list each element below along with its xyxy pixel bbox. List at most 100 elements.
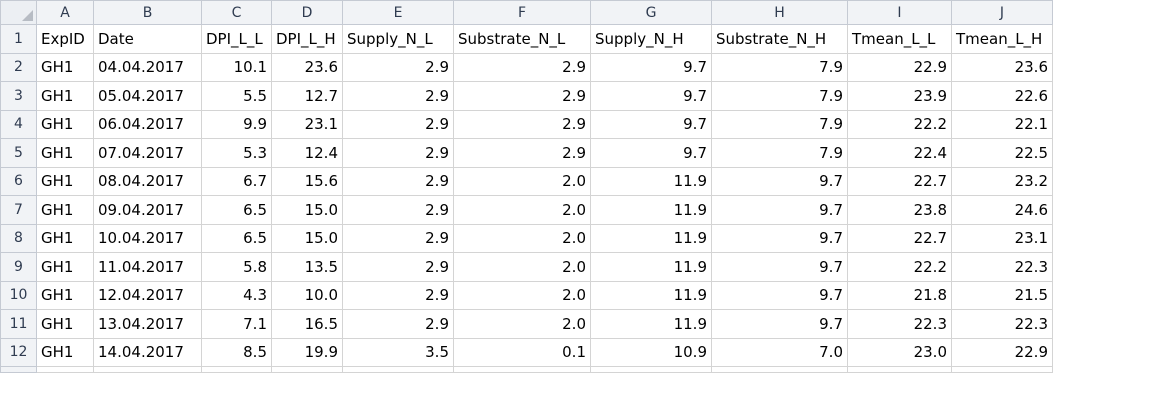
data-cell[interactable]: 9.7 bbox=[590, 52, 712, 82]
data-cell[interactable]: GH1 bbox=[36, 138, 94, 168]
data-cell[interactable]: 11.9 bbox=[590, 195, 712, 225]
data-cell[interactable]: GH1 bbox=[36, 337, 94, 367]
data-cell[interactable]: 9.7 bbox=[711, 280, 848, 310]
data-cell[interactable]: 2.9 bbox=[453, 109, 591, 139]
data-cell[interactable]: 22.7 bbox=[847, 223, 952, 253]
data-cell[interactable]: 05.04.2017 bbox=[93, 81, 202, 111]
header-cell[interactable]: DPI_L_L bbox=[201, 24, 272, 54]
data-cell[interactable]: 22.2 bbox=[847, 252, 952, 282]
data-cell[interactable]: 2.9 bbox=[453, 52, 591, 82]
header-cell[interactable]: Substrate_N_L bbox=[453, 24, 591, 54]
data-cell[interactable]: 22.4 bbox=[847, 138, 952, 168]
data-cell[interactable]: 9.7 bbox=[590, 109, 712, 139]
data-cell[interactable]: GH1 bbox=[36, 52, 94, 82]
data-cell[interactable]: 23.0 bbox=[847, 337, 952, 367]
data-cell[interactable]: 15.6 bbox=[271, 166, 343, 196]
data-cell[interactable]: 3.5 bbox=[342, 337, 454, 367]
header-cell[interactable]: Date bbox=[93, 24, 202, 54]
data-cell[interactable]: 11.9 bbox=[590, 223, 712, 253]
row-header[interactable]: 3 bbox=[0, 81, 37, 111]
data-cell[interactable]: 22.9 bbox=[847, 52, 952, 82]
data-cell[interactable]: 04.04.2017 bbox=[93, 52, 202, 82]
data-cell[interactable]: 10.1 bbox=[201, 52, 272, 82]
row-header[interactable]: 8 bbox=[0, 223, 37, 253]
data-cell[interactable]: 11.9 bbox=[590, 252, 712, 282]
data-cell[interactable]: 9.7 bbox=[590, 138, 712, 168]
data-cell[interactable]: 2.9 bbox=[342, 195, 454, 225]
data-cell[interactable]: GH1 bbox=[36, 166, 94, 196]
column-header[interactable]: B bbox=[93, 0, 202, 25]
data-cell[interactable]: 21.5 bbox=[951, 280, 1053, 310]
data-cell[interactable]: 7.9 bbox=[711, 81, 848, 111]
data-cell[interactable]: 23.9 bbox=[847, 81, 952, 111]
header-cell[interactable]: ExpID bbox=[36, 24, 94, 54]
data-cell[interactable]: 7.9 bbox=[711, 109, 848, 139]
data-cell[interactable]: 2.9 bbox=[342, 109, 454, 139]
data-cell[interactable]: 11.9 bbox=[590, 280, 712, 310]
data-cell[interactable]: 22.3 bbox=[951, 252, 1053, 282]
data-cell[interactable]: 5.5 bbox=[201, 81, 272, 111]
data-cell[interactable]: 2.9 bbox=[342, 52, 454, 82]
empty-cell[interactable] bbox=[951, 366, 1053, 373]
data-cell[interactable]: 2.9 bbox=[453, 138, 591, 168]
data-cell[interactable]: 13.04.2017 bbox=[93, 309, 202, 339]
data-cell[interactable]: 15.0 bbox=[271, 223, 343, 253]
row-header[interactable]: 2 bbox=[0, 52, 37, 82]
data-cell[interactable]: GH1 bbox=[36, 109, 94, 139]
data-cell[interactable]: 22.3 bbox=[951, 309, 1053, 339]
data-cell[interactable]: 2.9 bbox=[342, 223, 454, 253]
data-cell[interactable]: 24.6 bbox=[951, 195, 1053, 225]
data-cell[interactable]: 22.7 bbox=[847, 166, 952, 196]
data-cell[interactable]: GH1 bbox=[36, 223, 94, 253]
data-cell[interactable]: 06.04.2017 bbox=[93, 109, 202, 139]
data-cell[interactable]: 2.9 bbox=[342, 166, 454, 196]
data-cell[interactable]: 21.8 bbox=[847, 280, 952, 310]
data-cell[interactable]: 08.04.2017 bbox=[93, 166, 202, 196]
row-header[interactable]: 4 bbox=[0, 109, 37, 139]
data-cell[interactable]: GH1 bbox=[36, 309, 94, 339]
data-cell[interactable]: 7.9 bbox=[711, 138, 848, 168]
column-header[interactable]: D bbox=[271, 0, 343, 25]
data-cell[interactable]: 9.7 bbox=[711, 309, 848, 339]
data-cell[interactable]: 2.0 bbox=[453, 195, 591, 225]
data-cell[interactable]: 15.0 bbox=[271, 195, 343, 225]
data-cell[interactable]: 2.0 bbox=[453, 280, 591, 310]
header-cell[interactable]: Supply_N_H bbox=[590, 24, 712, 54]
row-header[interactable]: 10 bbox=[0, 280, 37, 310]
data-cell[interactable]: 14.04.2017 bbox=[93, 337, 202, 367]
select-all-corner[interactable] bbox=[0, 0, 37, 25]
empty-cell[interactable] bbox=[36, 366, 94, 373]
header-cell[interactable]: DPI_L_H bbox=[271, 24, 343, 54]
data-cell[interactable]: 23.6 bbox=[951, 52, 1053, 82]
column-header[interactable]: F bbox=[453, 0, 591, 25]
data-cell[interactable]: 12.7 bbox=[271, 81, 343, 111]
row-header[interactable]: 9 bbox=[0, 252, 37, 282]
data-cell[interactable]: 6.5 bbox=[201, 195, 272, 225]
data-cell[interactable]: 7.0 bbox=[711, 337, 848, 367]
header-cell[interactable]: Tmean_L_L bbox=[847, 24, 952, 54]
column-header[interactable]: H bbox=[711, 0, 848, 25]
data-cell[interactable]: 11.9 bbox=[590, 166, 712, 196]
column-header[interactable]: I bbox=[847, 0, 952, 25]
data-cell[interactable]: 0.1 bbox=[453, 337, 591, 367]
data-cell[interactable]: GH1 bbox=[36, 280, 94, 310]
data-cell[interactable]: 2.0 bbox=[453, 223, 591, 253]
data-cell[interactable]: 19.9 bbox=[271, 337, 343, 367]
data-cell[interactable]: 16.5 bbox=[271, 309, 343, 339]
row-header[interactable]: 1 bbox=[0, 24, 37, 54]
data-cell[interactable]: 12.04.2017 bbox=[93, 280, 202, 310]
data-cell[interactable]: 9.7 bbox=[711, 166, 848, 196]
data-cell[interactable]: 7.9 bbox=[711, 52, 848, 82]
empty-cell[interactable] bbox=[847, 366, 952, 373]
empty-cell[interactable] bbox=[93, 366, 202, 373]
data-cell[interactable]: GH1 bbox=[36, 195, 94, 225]
data-cell[interactable]: 22.6 bbox=[951, 81, 1053, 111]
data-cell[interactable]: 9.7 bbox=[590, 81, 712, 111]
data-cell[interactable]: 23.1 bbox=[951, 223, 1053, 253]
data-cell[interactable]: 5.3 bbox=[201, 138, 272, 168]
data-cell[interactable]: 23.1 bbox=[271, 109, 343, 139]
data-cell[interactable]: 10.04.2017 bbox=[93, 223, 202, 253]
data-cell[interactable]: 8.5 bbox=[201, 337, 272, 367]
column-header[interactable]: J bbox=[951, 0, 1053, 25]
data-cell[interactable]: 23.2 bbox=[951, 166, 1053, 196]
